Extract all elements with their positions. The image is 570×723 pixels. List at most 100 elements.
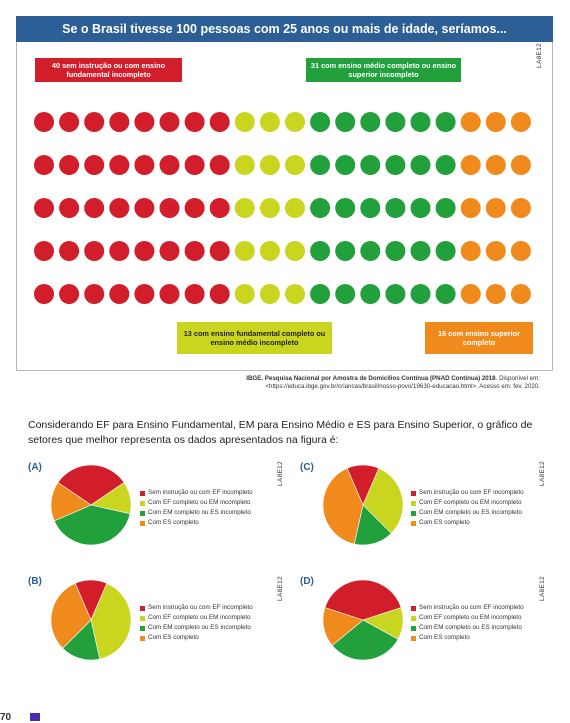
- person-dot: [285, 112, 305, 132]
- code-d: LA8E12: [538, 576, 546, 601]
- legend-label: Com EF completo ou EM incompleto: [419, 614, 522, 621]
- legend-label: Sem instrução ou com EF incompleto: [419, 604, 524, 611]
- person-dot: [460, 155, 481, 175]
- legend-entry: Com ES completo: [411, 633, 524, 643]
- person-dot: [410, 284, 431, 304]
- pie-slice: [322, 607, 364, 646]
- person-dot: [159, 284, 180, 304]
- code-a: LA8E12: [276, 461, 284, 486]
- option-label-c[interactable]: (C): [300, 462, 314, 473]
- legend-label: Com EM completo ou ES incompleto: [148, 509, 251, 516]
- code-b: LA8E12: [276, 576, 284, 601]
- legend-swatch: [411, 490, 416, 496]
- person-dot: [335, 112, 356, 132]
- legend-label: Com EM completo ou ES incompleto: [419, 624, 522, 631]
- pie-chart-d[interactable]: [320, 577, 406, 663]
- person-dot: [485, 241, 506, 261]
- legend-label: Com ES completo: [419, 634, 470, 641]
- legend-swatch: [140, 625, 145, 631]
- legend-label: Com EF completo ou EM incompleto: [148, 614, 251, 621]
- legend-swatch: [140, 520, 145, 526]
- person-dot: [134, 241, 155, 261]
- person-dot: [335, 241, 356, 261]
- pie-chart-c[interactable]: [320, 462, 406, 548]
- pie-slice: [57, 464, 125, 506]
- person-dot: [360, 241, 381, 261]
- legend-label: Com EM completo ou ES incompleto: [419, 509, 522, 516]
- legend-label: Sem instrução ou com EF incompleto: [148, 489, 253, 496]
- person-dot: [310, 284, 331, 304]
- legend-swatch: [140, 490, 145, 496]
- person-dot: [485, 284, 506, 304]
- footer-mark: [30, 713, 40, 721]
- person-dot: [134, 198, 155, 218]
- source-rest: . Disponível em:: [495, 375, 540, 382]
- legend-entry: Sem instrução ou com EF incompleto: [411, 603, 524, 613]
- person-dot: [59, 155, 80, 175]
- source-url: <https://educa.ibge.gov.br/criancas/bras…: [265, 383, 540, 390]
- person-dot: [385, 198, 406, 218]
- person-dot: [485, 112, 506, 132]
- person-dot: [159, 112, 180, 132]
- person-dot: [285, 198, 305, 218]
- person-dot: [184, 198, 205, 218]
- pie-slice: [324, 579, 402, 621]
- person-dot: [134, 284, 155, 304]
- code-c: LA8E12: [538, 461, 546, 486]
- person-dot: [234, 241, 255, 261]
- legend-label: Com ES completo: [148, 634, 199, 641]
- legend-a: Sem instrução ou com EF incompleto Com EF…: [140, 488, 253, 528]
- person-dot: [285, 241, 305, 261]
- person-dot: [234, 284, 255, 304]
- person-dot: [310, 198, 331, 218]
- pie-chart-b[interactable]: [48, 577, 134, 663]
- person-dot: [209, 198, 230, 218]
- person-dot: [134, 155, 155, 175]
- legend-swatch: [140, 500, 145, 506]
- option-label-a[interactable]: (A): [28, 462, 42, 473]
- legend-entry: Com ES completo: [411, 518, 524, 528]
- person-dot: [59, 241, 80, 261]
- pie-chart-a[interactable]: [48, 462, 134, 548]
- person-dot: [510, 198, 531, 218]
- person-dot: [34, 198, 54, 218]
- label-no-schooling: 40 sem instrução ou com ensino fundament…: [35, 58, 182, 82]
- person-dot: [410, 241, 431, 261]
- person-dot: [234, 198, 255, 218]
- person-dot: [410, 198, 431, 218]
- person-dot: [184, 155, 205, 175]
- person-dot: [109, 284, 130, 304]
- legend-entry: Sem instrução ou com EF incompleto: [411, 488, 524, 498]
- person-dot: [209, 155, 230, 175]
- person-dot: [385, 241, 406, 261]
- legend-swatch: [411, 500, 416, 506]
- person-dot: [159, 241, 180, 261]
- person-dot: [310, 241, 331, 261]
- person-dot: [360, 284, 381, 304]
- legend-label: Com ES completo: [419, 519, 470, 526]
- person-dot: [285, 155, 305, 175]
- people-dot-grid: [34, 112, 531, 304]
- person-dot: [385, 155, 406, 175]
- person-dot: [59, 112, 80, 132]
- person-dot: [435, 112, 456, 132]
- pie-slice: [90, 582, 132, 660]
- person-dot: [285, 284, 305, 304]
- option-label-d[interactable]: (D): [300, 576, 314, 587]
- person-dot: [84, 112, 105, 132]
- legend-entry: Com ES completo: [140, 518, 253, 528]
- person-dot: [410, 155, 431, 175]
- person-dot: [259, 284, 280, 304]
- source-bold: IBGE. Pesquisa Nacional por Amostra de D…: [246, 375, 496, 382]
- person-dot: [335, 155, 356, 175]
- pie-slice: [322, 467, 364, 545]
- pie-slice: [53, 504, 131, 546]
- person-dot: [184, 112, 205, 132]
- label-elementary-complete: 13 com ensino fundamental completo ou en…: [177, 322, 332, 354]
- person-dot: [485, 198, 506, 218]
- person-dot: [435, 198, 456, 218]
- person-dot: [109, 112, 130, 132]
- pie-slice: [50, 482, 92, 522]
- option-label-b[interactable]: (B): [28, 576, 42, 587]
- figure-code: LA8E12: [535, 43, 543, 68]
